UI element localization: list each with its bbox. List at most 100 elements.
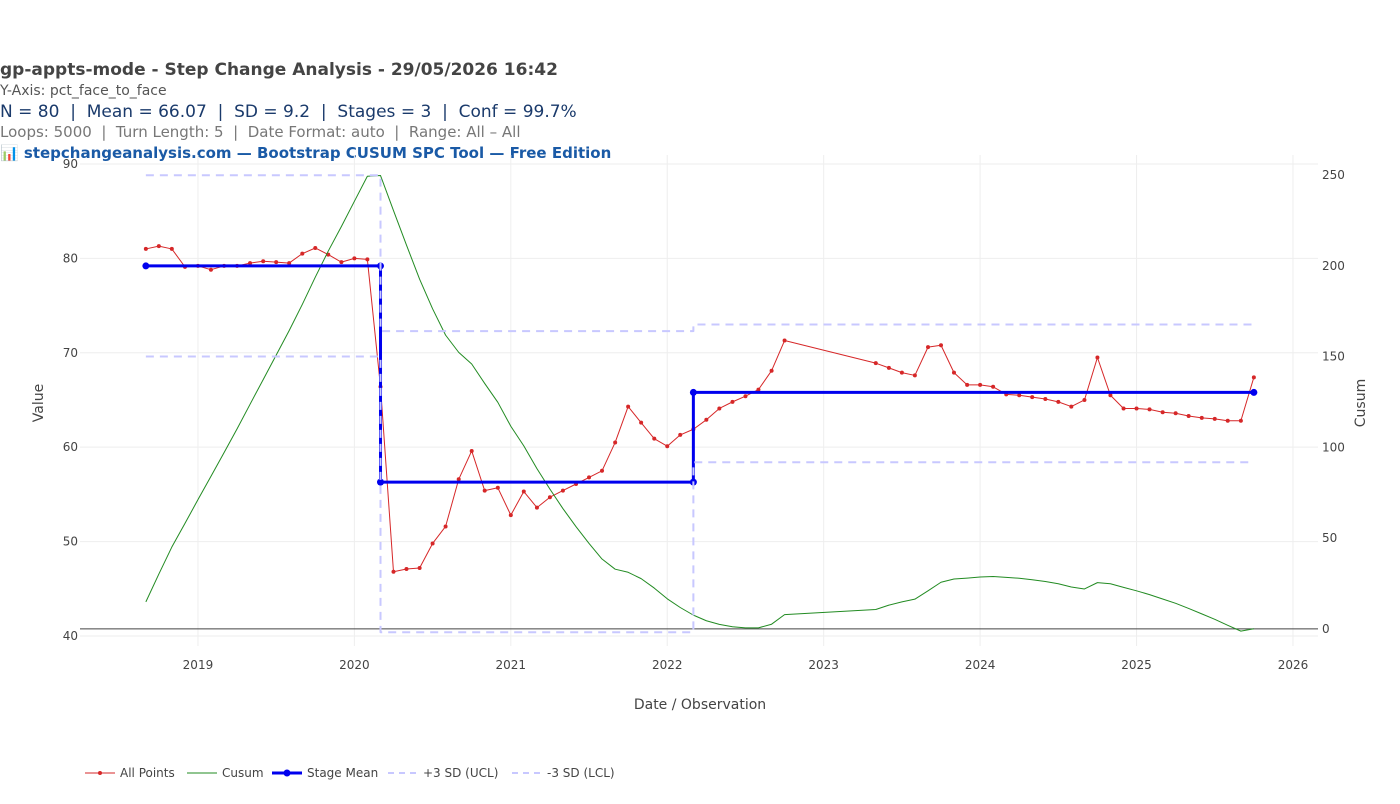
x-tick-label: 2019 — [183, 658, 214, 672]
data-point — [978, 382, 983, 387]
y-tick-label: 50 — [63, 535, 78, 549]
tool-link: 📊 stepchangeanalysis.com — Bootstrap CUS… — [0, 144, 611, 162]
data-point — [626, 404, 631, 409]
data-point — [886, 365, 891, 370]
data-point — [639, 420, 644, 425]
data-point — [1069, 404, 1074, 409]
chart-title: gp-appts-mode - Step Change Analysis - 2… — [0, 60, 558, 80]
data-point — [743, 394, 748, 399]
series-line — [145, 264, 1254, 484]
data-point — [991, 384, 996, 389]
data-point — [1121, 406, 1126, 411]
data-point — [1134, 406, 1139, 411]
x-axis-title: Date / Observation — [634, 697, 766, 713]
data-point — [430, 541, 435, 546]
x-tick-label: 2021 — [496, 658, 527, 672]
data-point — [1186, 414, 1191, 419]
y-tick-label: 40 — [63, 629, 78, 643]
data-point — [404, 566, 409, 571]
x-tick-label: 2020 — [339, 658, 370, 672]
legend-label: Cusum — [222, 766, 264, 780]
data-point — [600, 468, 605, 473]
series-line — [145, 175, 1254, 632]
data-point — [613, 440, 618, 445]
subtitle: Y-Axis: pct_face_to_face — [0, 83, 167, 99]
data-point — [1251, 375, 1256, 380]
data-point — [1173, 411, 1178, 416]
data-point — [287, 261, 292, 266]
series-line — [145, 174, 1254, 333]
data-point — [339, 260, 344, 265]
data-point — [665, 444, 670, 449]
data-point — [678, 432, 683, 437]
data-point — [534, 505, 539, 510]
data-point — [704, 417, 709, 422]
data-point — [248, 261, 253, 266]
data-point — [1017, 393, 1022, 398]
y2-tick-label: 250 — [1322, 168, 1345, 182]
data-point — [261, 259, 266, 264]
data-point — [951, 370, 956, 375]
legend-label: -3 SD (LCL) — [547, 766, 615, 780]
legend-label: +3 SD (UCL) — [423, 766, 498, 780]
y2-tick-label: 100 — [1322, 440, 1345, 454]
data-point — [208, 267, 213, 272]
data-point — [1199, 415, 1204, 420]
data-point — [717, 406, 722, 411]
data-point — [313, 245, 318, 250]
data-point — [456, 477, 461, 482]
data-point — [1056, 399, 1061, 404]
data-point — [469, 448, 474, 453]
data-point — [482, 488, 487, 493]
data-point — [1147, 407, 1152, 412]
x-tick-label: 2023 — [808, 658, 839, 672]
y2-tick-label: 50 — [1322, 531, 1337, 545]
data-point — [1108, 393, 1113, 398]
data-point — [873, 361, 878, 366]
data-point — [365, 257, 370, 262]
data-point — [169, 246, 174, 251]
data-point — [1095, 355, 1100, 360]
data-point — [1212, 416, 1217, 421]
data-point — [495, 485, 500, 490]
x-tick-label: 2025 — [1121, 658, 1152, 672]
data-point — [730, 399, 735, 404]
data-point — [560, 488, 565, 493]
y-tick-label: 60 — [63, 440, 78, 454]
series-line — [145, 355, 1254, 634]
data-point — [508, 513, 513, 518]
data-point — [391, 569, 396, 574]
y-axis-title: Value — [31, 384, 47, 422]
data-point — [652, 436, 657, 441]
data-point — [689, 388, 697, 396]
data-point — [352, 256, 357, 261]
settings-line: Loops: 5000 | Turn Length: 5 | Date Form… — [0, 123, 520, 141]
data-point — [769, 368, 774, 373]
data-point — [938, 343, 943, 348]
data-point — [143, 246, 148, 251]
y-tick-label: 80 — [63, 251, 78, 265]
data-point — [756, 387, 761, 392]
data-point — [156, 244, 161, 249]
legend-marker — [98, 771, 102, 775]
data-point — [1225, 418, 1230, 423]
data-point — [417, 566, 422, 571]
data-point — [1160, 410, 1165, 415]
data-point — [926, 345, 931, 350]
y-tick-label: 70 — [63, 346, 78, 360]
data-point — [899, 370, 904, 375]
y2-axis-title: Cusum — [1353, 379, 1369, 427]
data-point — [142, 262, 150, 270]
y2-tick-label: 200 — [1322, 259, 1345, 273]
data-point — [547, 495, 552, 500]
data-point — [300, 251, 305, 256]
data-point — [1030, 395, 1035, 400]
stats-line: N = 80 | Mean = 66.07 | SD = 9.2 | Stage… — [0, 102, 577, 122]
data-point — [377, 478, 385, 486]
data-point — [912, 373, 917, 378]
data-point — [1082, 397, 1087, 402]
series-line — [145, 245, 1255, 573]
legend-label: All Points — [120, 766, 175, 780]
